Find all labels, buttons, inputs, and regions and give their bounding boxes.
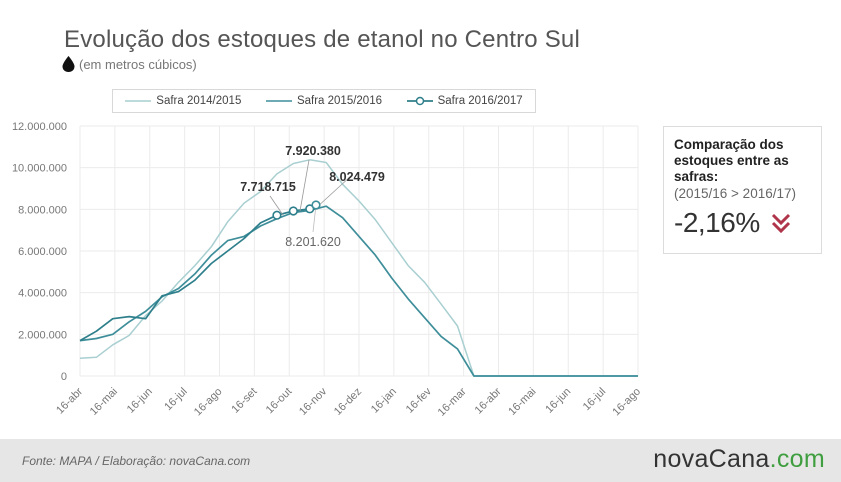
y-tick-label: 8.000.000 [18, 204, 67, 216]
annotation-label: 8.201.620 [285, 235, 341, 249]
chart-legend: Safra 2014/2015 Safra 2015/2016 Safra 20… [112, 89, 536, 113]
x-tick-label: 16-jul [581, 386, 609, 414]
annotation-label: 7.920.380 [285, 144, 341, 158]
legend-item-2016: Safra 2016/2017 [406, 95, 523, 107]
series-marker [288, 206, 298, 216]
x-tick-label: 16-ago [192, 386, 225, 419]
brand-main: novaCana [653, 445, 770, 473]
annotation-leader [299, 159, 310, 212]
annotation-marker [311, 200, 321, 210]
legend-line-2014 [125, 100, 152, 102]
legend-label-2016: Safra 2016/2017 [437, 95, 523, 107]
source-note: Fonte: MAPA / Elaboração: novaCana.com [22, 454, 251, 468]
y-tick-label: 6.000.000 [18, 246, 67, 258]
brand-suffix: .com [769, 445, 825, 473]
card-note: (2015/16 > 2016/17) [674, 186, 796, 201]
legend-label-2014: Safra 2014/2015 [156, 95, 242, 107]
y-tick-label: 10.000.000 [12, 163, 67, 175]
chart-subtitle: (em metros cúbicos) [62, 56, 197, 72]
x-tick-label: 16-jun [543, 386, 573, 416]
legend-item-2015: Safra 2015/2016 [265, 95, 382, 107]
footer-bar: Fonte: MAPA / Elaboração: novaCana.com n… [0, 439, 841, 482]
x-tick-label: 16-mar [436, 385, 469, 418]
series-line-1 [79, 205, 638, 377]
legend-label-2015: Safra 2015/2016 [296, 95, 382, 107]
x-tick-label: 16-mai [88, 386, 120, 418]
drop-icon [62, 56, 75, 72]
chart-title: Evolução dos estoques de etanol no Centr… [64, 26, 581, 53]
y-tick-label: 2.000.000 [18, 329, 67, 341]
x-tick-label: 16-dez [332, 386, 364, 418]
x-tick-label: 16-mai [506, 386, 538, 418]
y-tick-label: 0 [61, 371, 67, 383]
series-line-2 [79, 207, 310, 342]
legend-line-2015 [265, 100, 292, 102]
y-tick-label: 4.000.000 [18, 288, 67, 300]
card-value: -2,16% [674, 207, 760, 238]
line-chart: 0 2.000.000 4.000.000 6.000.000 8.000.000 10.… [12, 121, 643, 419]
legend-line-2016 [406, 96, 433, 106]
series-marker [272, 210, 282, 220]
brand-logo: novaCana.com [653, 445, 825, 474]
y-tick-label: 12.000.000 [12, 121, 67, 133]
x-tick-label: 16-ago [610, 386, 643, 419]
card-heading: Comparação dos estoques entre as safras: [674, 137, 789, 184]
legend-item-2014: Safra 2014/2015 [125, 95, 241, 107]
annotation-leader [315, 175, 352, 209]
x-tick-label: 16-jul [162, 386, 190, 414]
comparison-card: Comparação dos estoques entre as safras:… [663, 126, 822, 254]
x-tick-label: 16-nov [297, 385, 330, 418]
annotation-label: 7.718.715 [240, 180, 296, 194]
x-tick-label: 16-fev [404, 385, 434, 415]
double-chevron-down-icon [771, 213, 790, 234]
annotation-label: 8.024.479 [329, 170, 385, 184]
subtitle-text: (em metros cúbicos) [79, 56, 197, 72]
x-tick-label: 16-abr [473, 385, 504, 416]
x-tick-label: 16-abr [54, 385, 85, 416]
annotation-leader [269, 195, 284, 216]
x-tick-label: 16-jan [369, 386, 399, 416]
card-value-row: -2,16% [674, 207, 811, 239]
x-tick-label: 16-jun [125, 386, 155, 416]
x-tick-label: 16-out [264, 386, 295, 417]
x-tick-label: 16-set [229, 386, 259, 416]
